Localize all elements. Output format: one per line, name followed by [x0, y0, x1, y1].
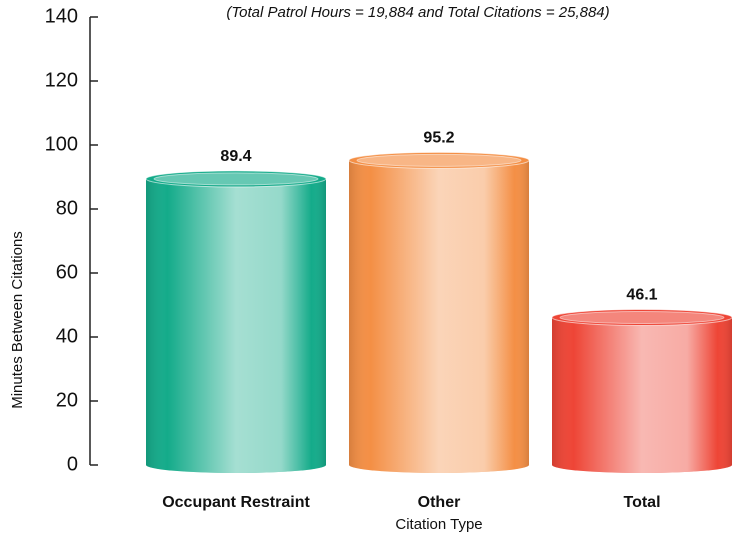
- y-tick-label: 40: [56, 325, 78, 347]
- y-tick-label: 20: [56, 389, 78, 411]
- x-tick-label: Occupant Restraint: [162, 494, 310, 511]
- value-label: 89.4: [220, 148, 251, 165]
- y-tick-label: 100: [45, 133, 78, 155]
- bar-shine: [146, 178, 326, 474]
- value-label: 95.2: [423, 130, 454, 147]
- bar-shine: [552, 317, 732, 473]
- y-tick-label: 140: [45, 5, 78, 27]
- chart-subtitle: (Total Patrol Hours = 19,884 and Total C…: [226, 4, 609, 21]
- x-axis-title: Citation Type: [395, 516, 482, 533]
- y-tick-label: 60: [56, 261, 78, 283]
- value-label: 46.1: [626, 287, 657, 304]
- bar-top-inner: [559, 310, 725, 324]
- bar-top: [551, 308, 733, 326]
- y-tick-label: 80: [56, 197, 78, 219]
- bar-top: [145, 170, 327, 188]
- bar-top: [348, 151, 530, 169]
- x-tick-label: Other: [418, 494, 461, 511]
- x-tick-label: Total: [623, 494, 660, 511]
- bar-top-inner: [356, 153, 522, 167]
- y-tick-label: 120: [45, 69, 78, 91]
- y-axis-title: Minutes Between Citations: [9, 231, 26, 409]
- y-tick-label: 0: [67, 453, 78, 475]
- bar-top-inner: [153, 172, 319, 186]
- bar-shine: [349, 160, 529, 474]
